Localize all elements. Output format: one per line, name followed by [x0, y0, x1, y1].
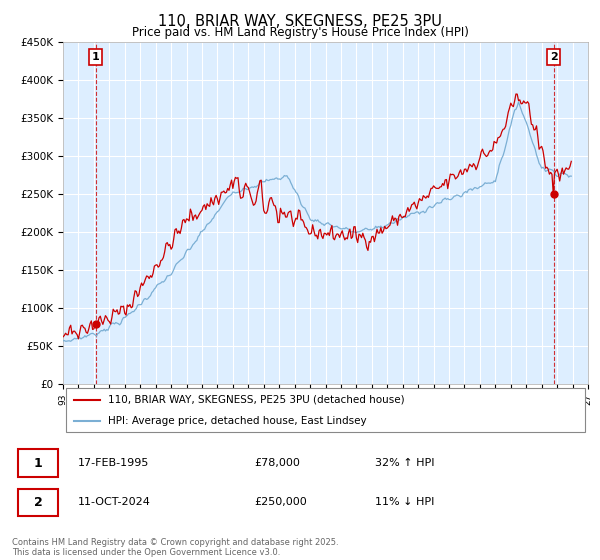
Text: 110, BRIAR WAY, SKEGNESS, PE25 3PU (detached house): 110, BRIAR WAY, SKEGNESS, PE25 3PU (deta… — [107, 395, 404, 405]
Text: 32% ↑ HPI: 32% ↑ HPI — [375, 458, 434, 468]
Text: Price paid vs. HM Land Registry's House Price Index (HPI): Price paid vs. HM Land Registry's House … — [131, 26, 469, 39]
Text: 1: 1 — [92, 52, 100, 62]
FancyBboxPatch shape — [65, 388, 586, 432]
Text: £250,000: £250,000 — [254, 497, 307, 507]
Text: 1: 1 — [34, 456, 42, 470]
Text: HPI: Average price, detached house, East Lindsey: HPI: Average price, detached house, East… — [107, 416, 366, 426]
Text: £78,000: £78,000 — [254, 458, 300, 468]
Text: 11% ↓ HPI: 11% ↓ HPI — [375, 497, 434, 507]
Bar — [18, 449, 58, 477]
Text: 2: 2 — [34, 496, 42, 509]
Text: 110, BRIAR WAY, SKEGNESS, PE25 3PU: 110, BRIAR WAY, SKEGNESS, PE25 3PU — [158, 14, 442, 29]
Text: 2: 2 — [550, 52, 557, 62]
Text: 11-OCT-2024: 11-OCT-2024 — [78, 497, 151, 507]
Text: 17-FEB-1995: 17-FEB-1995 — [78, 458, 149, 468]
Bar — [18, 488, 58, 516]
Text: Contains HM Land Registry data © Crown copyright and database right 2025.
This d: Contains HM Land Registry data © Crown c… — [12, 538, 338, 557]
